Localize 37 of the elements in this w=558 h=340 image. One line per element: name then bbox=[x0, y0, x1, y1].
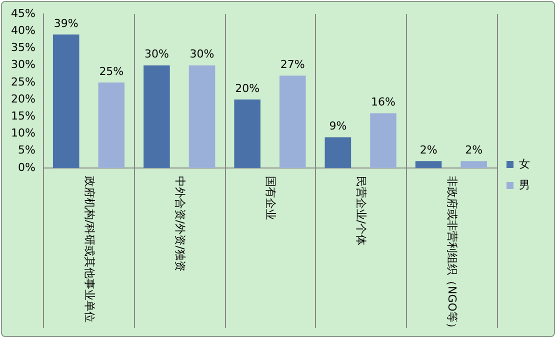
x-tick-label: 民营企业/个体 bbox=[354, 176, 368, 246]
bar bbox=[279, 76, 306, 168]
bar bbox=[460, 161, 487, 168]
bar bbox=[234, 100, 260, 168]
y-tick-label: 25% bbox=[10, 75, 36, 88]
data-label: 39% bbox=[54, 16, 78, 30]
data-label: 30% bbox=[190, 48, 214, 61]
y-tick-label: 45% bbox=[10, 6, 36, 20]
y-tick-label: 20% bbox=[10, 92, 36, 106]
legend-label: 男 bbox=[519, 178, 530, 192]
x-tick-label: 中外合资/外资/独资 bbox=[174, 176, 187, 272]
y-tick-label: 0% bbox=[18, 160, 36, 174]
data-label: 20% bbox=[235, 82, 260, 95]
data-label: 9% bbox=[329, 120, 347, 133]
x-tick-label: 非政府或非营利组织（NGO等） bbox=[445, 176, 458, 334]
x-tick-label: 政府机构/科研或其他事业单位 bbox=[82, 176, 96, 323]
bar bbox=[370, 113, 396, 168]
bar bbox=[144, 65, 170, 168]
y-tick-label: 15% bbox=[10, 110, 36, 123]
data-label: 25% bbox=[99, 64, 124, 78]
data-label: 2% bbox=[420, 144, 438, 157]
y-tick-label: 30% bbox=[10, 58, 36, 72]
y-tick-label: 35% bbox=[10, 41, 36, 54]
data-label: 27% bbox=[280, 58, 305, 71]
bar bbox=[188, 65, 216, 168]
y-tick-label: 40% bbox=[10, 24, 36, 37]
bar bbox=[98, 82, 125, 168]
data-label: 16% bbox=[371, 96, 396, 109]
legend-label: 女 bbox=[519, 157, 530, 170]
bar bbox=[324, 137, 352, 168]
data-label: 30% bbox=[144, 48, 169, 61]
y-tick-label: 5% bbox=[18, 144, 36, 157]
bar bbox=[52, 34, 80, 168]
y-tick-label: 10% bbox=[10, 126, 36, 140]
data-label: 2% bbox=[465, 144, 483, 157]
bar bbox=[415, 161, 442, 168]
x-tick-label: 国有企业 bbox=[264, 176, 278, 220]
